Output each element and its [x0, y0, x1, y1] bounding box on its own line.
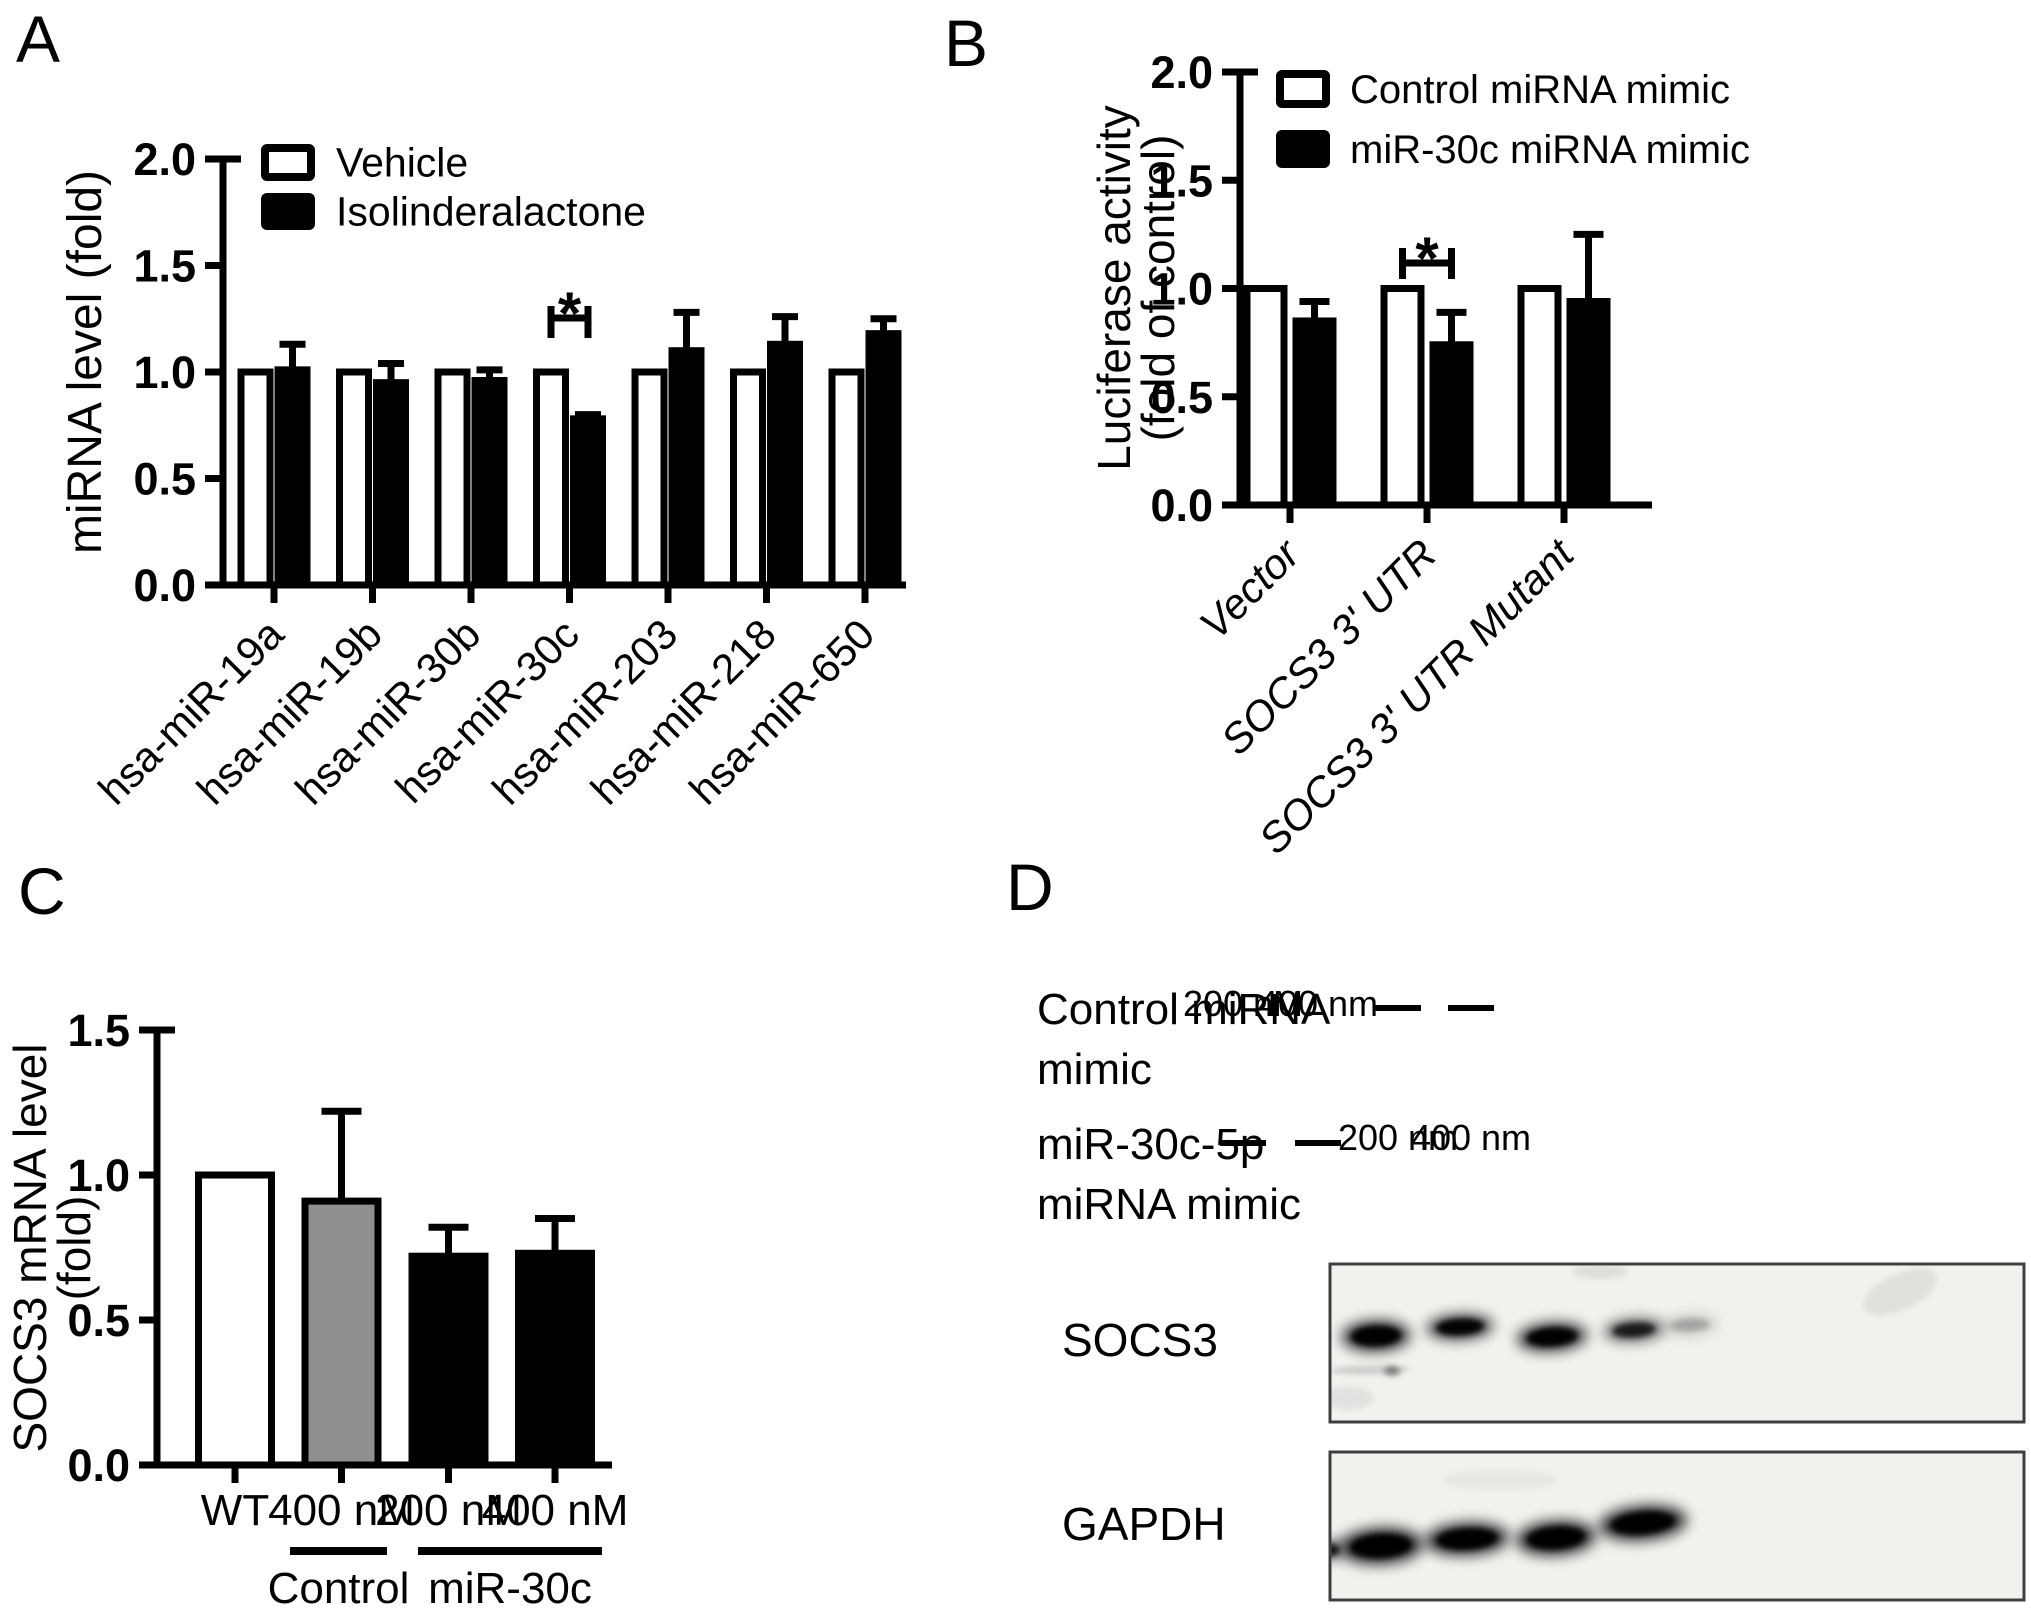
y-axis-title: miRNA level (fold): [59, 170, 112, 554]
bar: [1517, 285, 1562, 509]
category-label: 400 nM: [482, 1486, 629, 1535]
y-axis-title: (fold of control): [1132, 135, 1184, 442]
dose-value: 200 nM: [1182, 983, 1304, 1024]
bar: [570, 415, 606, 589]
blot-band-core: [1436, 1528, 1498, 1550]
y-axis-title: SOCS3 mRNA level: [4, 1043, 56, 1452]
bar: [730, 368, 766, 589]
bar: [668, 347, 705, 589]
y-tick-label: 2.0: [133, 134, 196, 185]
dose-dash: [1375, 1005, 1421, 1011]
dose-dash: [1220, 1140, 1266, 1146]
treatment-row1-label-line1: Control miRNA: [1037, 985, 1331, 1034]
treatment-row2-label-line2: miRNA mimic: [1037, 1180, 1301, 1229]
group-label: Control: [268, 1564, 410, 1613]
dose-dash: [1295, 1140, 1341, 1146]
legend-label: miR-30c miRNA mimic: [1350, 128, 1750, 172]
bar: [828, 368, 865, 589]
blot-band-core: [1350, 1534, 1412, 1558]
blot-band-core: [1526, 1327, 1578, 1347]
blot-smudge: [1572, 1265, 1628, 1279]
dose-value: 400 nm: [1257, 983, 1379, 1024]
blot-band-core: [1527, 1526, 1585, 1550]
bar: [434, 368, 471, 589]
bar: [373, 379, 409, 589]
y-axis-title: (fold): [48, 1196, 100, 1301]
blot-label-gapdh: GAPDH: [1062, 1498, 1226, 1550]
y-tick-label: 2.0: [1150, 47, 1213, 98]
blot-band-core: [1436, 1318, 1484, 1336]
blot-label-socs3: SOCS3: [1062, 1314, 1218, 1366]
y-axis-title: Luciferase activity: [1088, 105, 1140, 471]
legend-swatch: [261, 193, 315, 230]
bar: [631, 368, 668, 589]
legend-swatch: [261, 144, 315, 181]
bar: [336, 368, 372, 589]
legend-label: Isolinderalactone: [336, 189, 646, 235]
y-tick-label: 0.5: [1150, 372, 1213, 423]
blot-border: [1328, 1450, 2026, 1602]
blot-band-core: [1351, 1326, 1401, 1346]
y-tick-label: 1.0: [67, 1150, 130, 1201]
panel-d-letter: D: [1006, 850, 1054, 924]
dose-value: 200 nm: [1337, 1117, 1459, 1158]
panel-a-letter: A: [16, 2, 61, 76]
blot-smudge: [1862, 1268, 1938, 1316]
panel-c-letter: C: [18, 854, 66, 928]
legend-label: Control miRNA mimic: [1350, 68, 1730, 112]
blot-smudge: [1440, 1470, 1560, 1490]
blot-border: [1328, 1262, 2026, 1424]
y-tick-label: 1.0: [133, 347, 196, 398]
dose-dash: [1448, 1005, 1494, 1011]
y-tick-label: 1.0: [1150, 264, 1213, 315]
sig-star: *: [558, 280, 582, 347]
legend-label: Vehicle: [336, 140, 468, 186]
category-label: 200 nM: [375, 1486, 522, 1535]
blot-band-core: [1611, 1511, 1675, 1535]
y-tick-label: 1.5: [1150, 155, 1213, 206]
bar: [767, 340, 803, 589]
blot-smudge: [1330, 1386, 1374, 1410]
y-tick-label: 0.5: [67, 1295, 130, 1346]
bar: [1243, 285, 1288, 509]
panel-b-letter: B: [944, 6, 989, 80]
y-tick-label: 0.0: [67, 1440, 130, 1491]
bar: [865, 330, 902, 589]
y-tick-label: 1.5: [67, 1005, 130, 1056]
y-tick-label: 0.5: [133, 454, 196, 505]
category-label: WT: [201, 1486, 269, 1535]
bar: [237, 368, 274, 589]
y-tick-label: 0.0: [133, 560, 196, 611]
y-tick-label: 0.0: [1150, 480, 1213, 531]
dose-value: 400 nm: [1410, 1117, 1532, 1158]
treatment-row1-label-line2: mimic: [1037, 1045, 1152, 1094]
legend-swatch: [1276, 70, 1330, 108]
bar: [1380, 285, 1425, 509]
blot-band-core: [1669, 1318, 1711, 1332]
category-label: 400 nM: [268, 1486, 415, 1535]
bar: [533, 368, 569, 589]
blot-bands-group: [1330, 1265, 1938, 1410]
y-tick-label: 1.5: [133, 241, 196, 292]
blot-band-core: [1330, 1544, 1340, 1556]
blot-band-core: [1612, 1322, 1656, 1338]
sig-star: *: [1415, 225, 1439, 292]
legend-swatch: [1276, 130, 1330, 168]
blot-bands-group: [1330, 1470, 1687, 1565]
blot-smudge: [1384, 1366, 1400, 1376]
group-label: miR-30c: [428, 1564, 592, 1613]
